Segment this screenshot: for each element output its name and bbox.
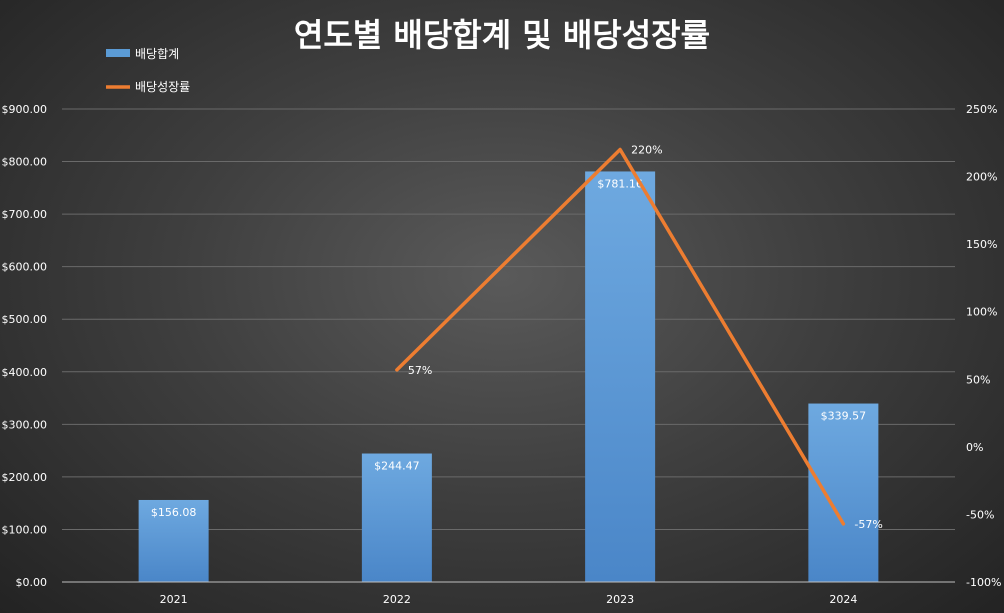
right-tick-label: 0% bbox=[966, 441, 983, 454]
bar-data-labels: $156.08 $244.47 $781.16 $339.57 bbox=[151, 177, 866, 519]
line-data-label: -57% bbox=[854, 518, 882, 531]
right-tick-label: 150% bbox=[966, 238, 997, 251]
bar-data-label: $244.47 bbox=[374, 460, 420, 473]
right-tick-label: 100% bbox=[966, 306, 997, 319]
right-tick-label: -100% bbox=[966, 576, 1001, 589]
left-tick-label: $600.00 bbox=[2, 261, 48, 274]
legend-label-line: 배당성장률 bbox=[135, 80, 190, 94]
x-tick-label: 2023 bbox=[606, 593, 634, 606]
x-tick-label: 2024 bbox=[829, 593, 857, 606]
right-axis: -100% -50% 0% 50% 100% 150% 200% 250% bbox=[966, 103, 1001, 589]
bar bbox=[361, 453, 432, 582]
left-tick-label: $400.00 bbox=[2, 366, 48, 379]
left-tick-label: $200.00 bbox=[2, 471, 48, 484]
legend-swatch-bar bbox=[106, 49, 130, 57]
left-tick-label: $700.00 bbox=[2, 208, 48, 221]
x-axis: 2021 2022 2023 2024 bbox=[62, 581, 955, 606]
x-tick-label: 2022 bbox=[383, 593, 411, 606]
x-tick-label: 2021 bbox=[160, 593, 188, 606]
bar bbox=[808, 403, 879, 582]
line-data-label: 220% bbox=[631, 144, 662, 157]
gridlines bbox=[62, 108, 955, 530]
legend: 배당합계 배당성장률 bbox=[106, 47, 190, 94]
left-tick-label: $800.00 bbox=[2, 156, 48, 169]
bar-series bbox=[138, 171, 879, 582]
bar-data-label: $781.16 bbox=[597, 177, 643, 190]
bar bbox=[585, 171, 656, 582]
left-tick-label: $100.00 bbox=[2, 523, 48, 536]
right-tick-label: -50% bbox=[966, 508, 994, 521]
legend-label-bar: 배당합계 bbox=[135, 47, 179, 61]
bar-data-label: $156.08 bbox=[151, 506, 197, 519]
line-data-label: 57% bbox=[408, 364, 432, 377]
left-tick-label: $900.00 bbox=[2, 103, 48, 116]
left-tick-label: $300.00 bbox=[2, 418, 48, 431]
left-tick-label: $0.00 bbox=[16, 576, 48, 589]
bar-data-label: $339.57 bbox=[821, 410, 867, 423]
right-tick-label: 50% bbox=[966, 373, 990, 386]
left-tick-label: $500.00 bbox=[2, 313, 48, 326]
right-tick-label: 250% bbox=[966, 103, 997, 116]
left-axis: $0.00 $100.00 $200.00 $300.00 $400.00 $500.00… bbox=[2, 103, 48, 589]
right-tick-label: 200% bbox=[966, 171, 997, 184]
line-data-labels: 57% 220% -57% bbox=[408, 144, 883, 531]
line-series bbox=[395, 147, 846, 526]
bar bbox=[138, 499, 209, 582]
chart-title: 연도별 배당합계 및 배당성장률 bbox=[294, 16, 710, 54]
